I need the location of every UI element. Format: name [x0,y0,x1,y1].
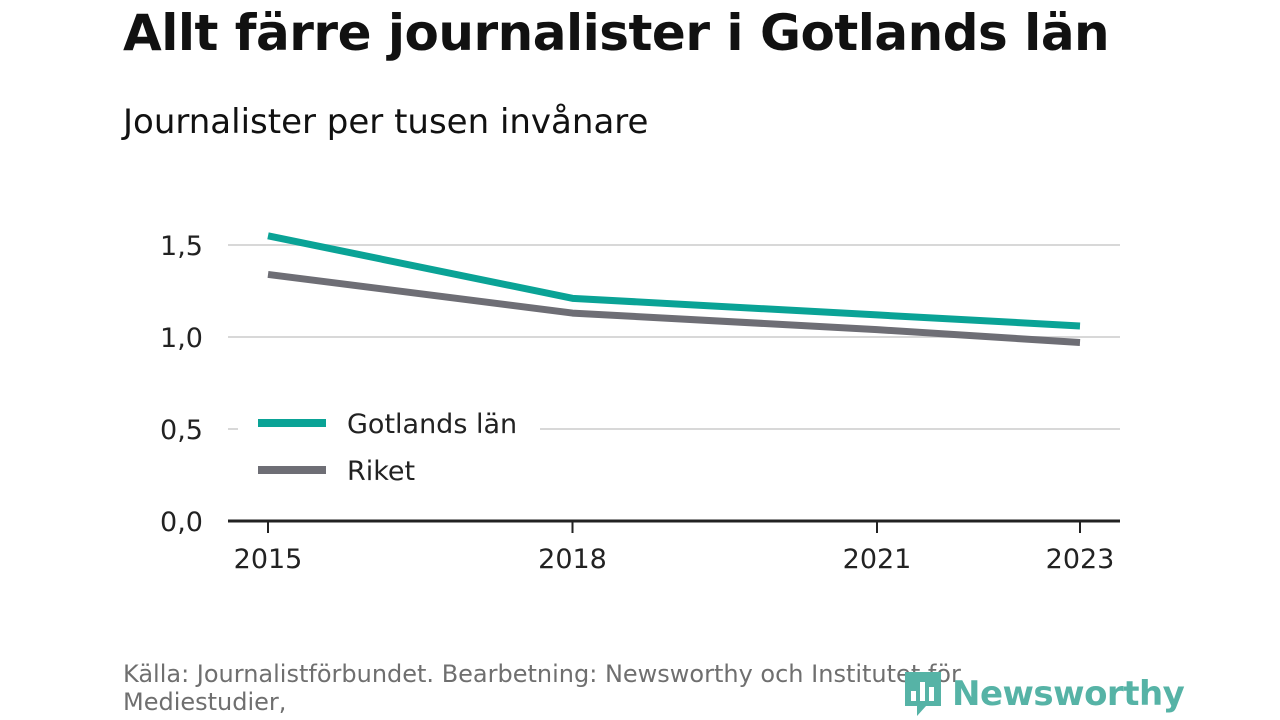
y-tick-label: 1,5 [160,231,203,262]
y-tick-label: 0,5 [160,415,203,446]
legend-background [238,395,540,495]
x-tick-label: 2018 [538,544,607,575]
series-line [267,270,1081,347]
legend: Gotlands län Riket [238,395,540,495]
axes: 0,0 0,5 1,0 1,5 2015 2018 2021 2023 [160,231,1120,575]
series [267,232,1081,347]
chart-title: Allt färre journalister i Gotlands län [123,4,1110,62]
legend-label: Riket [347,456,415,487]
logo-text: Newsworthy [952,674,1185,714]
x-tick-label: 2023 [1046,544,1115,575]
x-tick-label: 2015 [234,544,303,575]
y-tick-label: 1,0 [160,323,203,354]
x-tick-label: 2021 [843,544,912,575]
newsworthy-logo: Newsworthy [902,668,1185,720]
series-line [267,232,1081,330]
bar-chart-badge-icon [905,672,941,716]
source-note: Källa: Journalistförbundet. Bearbetning:… [123,660,961,716]
legend-label: Gotlands län [347,409,517,440]
chart-subtitle: Journalister per tusen invånare [123,102,649,142]
y-tick-label: 0,0 [160,507,203,538]
